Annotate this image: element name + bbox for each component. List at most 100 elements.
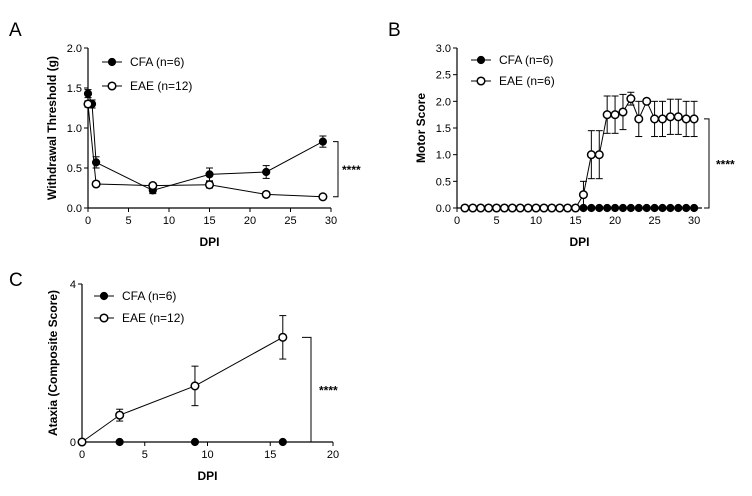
data-point [642, 96, 652, 106]
data-point [602, 110, 612, 120]
data-point [610, 110, 620, 120]
significance-bracket [302, 336, 312, 443]
data-point [665, 112, 675, 122]
data-point [115, 437, 124, 447]
series-cfa [83, 89, 327, 195]
y-tick-label: 0 [70, 437, 76, 449]
data-point [673, 112, 683, 122]
data-point [658, 203, 667, 213]
data-point [563, 203, 573, 213]
data-point [610, 203, 620, 213]
data-point [278, 437, 287, 447]
data-point [650, 114, 660, 124]
y-axis-title: Ataxia (Composite Score) [46, 290, 60, 436]
data-point [594, 150, 604, 160]
data-point [523, 203, 533, 213]
y-axis-title: Withdrawal Threshold (g) [45, 56, 59, 200]
data-point [689, 203, 699, 213]
y-tick-label: 0.0 [67, 203, 82, 215]
y-tick-label: 1.5 [67, 83, 82, 95]
x-tick-label: 15 [569, 215, 581, 227]
data-point [507, 203, 517, 213]
y-tick-label: 1.5 [436, 123, 451, 135]
data-point [657, 114, 668, 124]
x-tick-label: 20 [609, 215, 621, 227]
series-eae [460, 91, 699, 213]
significance-bracket [333, 141, 339, 198]
legend: CFA (n=6) EAE (n=12) [102, 55, 192, 93]
x-tick-label: 10 [530, 215, 542, 227]
y-tick-label: 0.5 [436, 176, 451, 188]
y-tick-label: 0.0 [436, 203, 451, 215]
legend-marker [99, 313, 109, 323]
series-line [87, 93, 324, 191]
data-point [318, 192, 328, 202]
legend: CFA (n=6) EAE (n=12) [94, 289, 184, 325]
data-point [666, 203, 675, 213]
data-point [115, 410, 125, 420]
legend-marker [476, 55, 486, 65]
significance-label: **** [342, 163, 361, 177]
data-point [261, 189, 271, 199]
significance-bracket [704, 118, 710, 209]
y-axis-title: Motor Score [414, 93, 428, 163]
legend-marker [476, 76, 486, 86]
data-point [689, 114, 699, 124]
data-point [515, 203, 525, 213]
data-point [586, 150, 596, 160]
data-point [570, 203, 581, 213]
data-point [681, 114, 691, 124]
y-tick-label: 1.0 [436, 150, 451, 162]
data-point [626, 94, 636, 104]
legend-marker [107, 57, 117, 67]
y-tick-label: 2.5 [436, 70, 451, 82]
data-point [484, 203, 494, 213]
x-tick-label: 10 [163, 215, 175, 227]
data-point [148, 181, 158, 191]
data-point [77, 437, 87, 447]
x-tick-label: 0 [454, 215, 460, 227]
data-point [531, 203, 541, 213]
series-eae [77, 315, 288, 447]
data-point [587, 203, 596, 213]
y-tick-label: 0.5 [67, 163, 82, 175]
x-tick-label: 5 [125, 215, 131, 227]
legend-label: EAE (n=12) [122, 311, 184, 325]
data-point [634, 203, 643, 213]
data-point [491, 203, 502, 213]
x-tick-label: 15 [203, 215, 215, 227]
data-point [650, 203, 659, 213]
panel-label: B [388, 20, 401, 41]
data-point [603, 203, 612, 213]
x-axis-title: DPI [569, 235, 589, 249]
legend-label: CFA (n=6) [122, 289, 176, 303]
series-cfa [77, 437, 287, 447]
x-tick-label: 30 [688, 215, 700, 227]
data-point [618, 107, 628, 117]
legend-marker [99, 291, 109, 301]
chart-panel-b: B 0 5 10 15 20 25 30 0.0 0.5 1.0 1.5 2.0 2.5 3.0 DPI Mot… [388, 20, 735, 249]
panel-label: A [9, 20, 22, 41]
series-line [464, 97, 695, 209]
x-tick-label: 5 [142, 449, 148, 461]
data-point [555, 203, 565, 213]
data-point [190, 437, 200, 447]
y-tick-label: 1.0 [67, 123, 82, 135]
legend-label: EAE (n=12) [130, 79, 192, 93]
x-tick-label: 10 [201, 449, 213, 461]
data-point [318, 137, 327, 146]
legend: CFA (n=6) EAE (n=6) [471, 53, 555, 88]
x-tick-label: 20 [327, 449, 339, 461]
data-point [674, 203, 683, 213]
y-tick-label: 3.0 [436, 43, 451, 55]
series-line [87, 103, 323, 198]
data-point [547, 203, 557, 213]
legend-label: EAE (n=6) [499, 74, 555, 88]
data-point [468, 203, 478, 213]
series-eae [83, 99, 328, 202]
x-tick-label: 25 [284, 215, 296, 227]
legend-label: CFA (n=6) [130, 55, 184, 69]
x-axis-title: DPI [199, 235, 219, 249]
data-point [578, 190, 589, 200]
